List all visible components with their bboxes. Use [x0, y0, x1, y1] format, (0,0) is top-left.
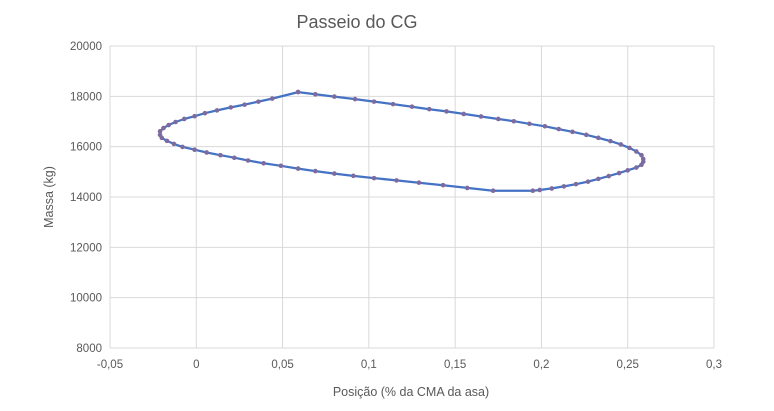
data-point — [639, 152, 644, 158]
data-point — [295, 89, 301, 95]
x-tick-label: 0,3 — [706, 359, 722, 371]
series-group — [157, 89, 646, 194]
data-point — [490, 188, 496, 194]
data-point — [371, 175, 377, 181]
data-point — [409, 104, 415, 109]
data-point — [171, 141, 177, 147]
data-point — [192, 113, 197, 119]
data-point — [256, 99, 261, 104]
data-point — [202, 110, 208, 116]
x-tick-label: 0,2 — [533, 359, 549, 371]
data-point — [231, 155, 237, 161]
x-axis-title: Posição (% da CMA da asa) — [333, 385, 489, 399]
data-point — [157, 129, 163, 134]
data-point — [157, 132, 163, 138]
x-tick-labels: -0,05 0 0,05 0,1 0,15 0,2 0,25 0,3 — [97, 359, 722, 371]
data-point — [585, 179, 591, 184]
y-tick-label: 18000 — [70, 91, 102, 103]
data-point — [166, 122, 171, 128]
data-point — [313, 92, 318, 97]
data-point — [608, 138, 613, 144]
data-point — [625, 168, 631, 173]
data-point — [573, 181, 579, 187]
data-point — [214, 108, 220, 113]
data-point — [351, 173, 356, 179]
data-point — [511, 118, 517, 124]
data-point — [444, 109, 449, 114]
data-point — [618, 142, 624, 147]
data-point — [218, 152, 223, 158]
gridlines — [109, 45, 715, 349]
data-point — [634, 149, 639, 154]
data-point — [537, 187, 543, 193]
data-point — [242, 102, 247, 107]
data-point — [295, 166, 301, 171]
data-point — [561, 184, 567, 189]
data-point — [596, 176, 601, 182]
data-point — [570, 129, 575, 135]
data-point — [530, 188, 536, 194]
data-point — [390, 101, 396, 107]
chart-title: Passeio do CG — [296, 12, 417, 32]
x-tick-label: 0,25 — [617, 359, 639, 371]
data-point — [332, 94, 337, 99]
data-point — [464, 185, 470, 191]
x-tick-label: 0,05 — [271, 359, 293, 371]
data-point — [583, 132, 589, 138]
data-point — [634, 165, 639, 170]
data-point — [426, 106, 432, 112]
y-tick-label: 16000 — [70, 142, 102, 154]
data-point — [440, 182, 446, 188]
data-point — [616, 170, 622, 176]
data-point — [495, 116, 501, 122]
data-point — [164, 138, 170, 144]
data-point — [478, 114, 484, 119]
data-point — [549, 186, 555, 191]
x-tick-label: 0,1 — [361, 359, 377, 371]
data-point — [371, 99, 377, 104]
data-point — [639, 162, 644, 168]
data-point — [278, 163, 284, 169]
data-point — [556, 126, 561, 132]
y-tick-label: 8000 — [76, 343, 102, 355]
data-point — [527, 121, 532, 127]
data-point — [542, 123, 548, 129]
y-tick-label: 14000 — [70, 192, 102, 204]
data-point — [416, 180, 422, 185]
data-point — [161, 125, 166, 131]
y-axis-title: Massa (kg) — [42, 166, 56, 228]
y-tick-label: 10000 — [70, 293, 102, 305]
data-point — [352, 96, 358, 102]
data-point — [313, 168, 318, 174]
data-point — [245, 158, 251, 163]
data-point — [192, 147, 197, 152]
data-point — [596, 135, 601, 141]
y-tick-label: 20000 — [70, 41, 102, 53]
x-tick-label: -0,05 — [97, 359, 123, 371]
data-point — [461, 111, 467, 117]
data-point — [332, 171, 337, 176]
x-tick-label: 0,15 — [444, 359, 466, 371]
x-tick-label: 0 — [193, 359, 199, 371]
y-tick-labels: 8000 10000 12000 14000 16000 18000 20000 — [70, 41, 102, 355]
data-point — [204, 150, 209, 155]
data-point — [228, 105, 234, 110]
data-point — [180, 144, 185, 150]
data-point — [269, 96, 275, 101]
data-point — [261, 160, 266, 166]
data-point — [394, 178, 399, 183]
data-point — [627, 145, 632, 151]
data-point — [181, 116, 187, 122]
y-tick-label: 12000 — [70, 242, 102, 254]
data-point — [173, 119, 178, 125]
data-point — [606, 173, 612, 179]
